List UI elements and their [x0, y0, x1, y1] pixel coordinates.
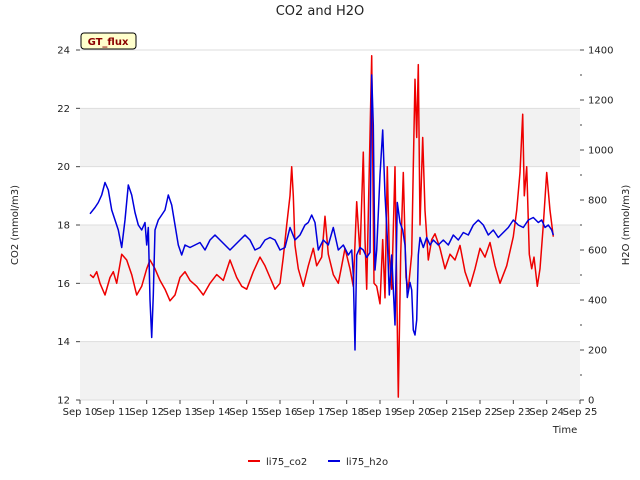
site-badge-label: GT_flux	[88, 37, 129, 48]
right-tick-label: 1200	[588, 96, 613, 107]
x-tick-label: Sep 25	[563, 407, 598, 418]
left-tick-label: 12	[57, 396, 70, 407]
site-badge-box	[80, 32, 137, 50]
right-tick-label: 1400	[588, 46, 613, 57]
series-line-li75_h2o	[89, 74, 555, 351]
legend-label-h2o: li75_h2o	[346, 457, 388, 468]
x-tick-label: Sep 10	[63, 407, 98, 418]
x-tick-label: Sep 17	[296, 407, 331, 418]
right-axis-label: H2O (mmol/m3)	[621, 185, 632, 266]
right-y-axis: 0 200 400 600 800 1000 1200 1400	[580, 46, 613, 407]
background-band	[80, 50, 580, 109]
x-tick-label: Sep 19	[363, 407, 398, 418]
chart-title: CO2 and H2O	[276, 4, 365, 19]
legend-label-co2: li75_co2	[266, 457, 307, 468]
left-tick-label: 24	[57, 46, 70, 57]
right-tick-label: 800	[588, 196, 607, 207]
x-tick-label: Sep 12	[129, 407, 164, 418]
gridlines	[80, 49, 580, 401]
series-line-li75_co2	[89, 55, 555, 398]
right-tick-label: 1000	[588, 146, 613, 157]
x-tick-label: Sep 20	[396, 407, 431, 418]
right-tick-label: 400	[588, 296, 607, 307]
background-band	[80, 108, 580, 167]
x-tick-label: Sep 23	[496, 407, 531, 418]
site-badge: GT_flux	[80, 32, 137, 50]
right-tick-label: 600	[588, 246, 607, 257]
left-tick-label: 22	[57, 104, 70, 115]
right-tick-label: 200	[588, 346, 607, 357]
x-tick-label: Sep 11	[96, 407, 131, 418]
left-tick-label: 20	[57, 162, 70, 173]
right-tick-label: 0	[588, 396, 594, 407]
x-tick-label: Sep 22	[463, 407, 498, 418]
background-band	[80, 283, 580, 342]
left-tick-label: 18	[57, 221, 70, 232]
x-axis-label: Time	[552, 425, 577, 436]
series-layer	[89, 55, 555, 398]
x-tick-label: Sep 15	[229, 407, 264, 418]
x-tick-label: Sep 24	[529, 407, 564, 418]
legend: li75_co2 li75_h2o	[248, 457, 388, 468]
x-tick-label: Sep 18	[329, 407, 364, 418]
left-axis-label: CO2 (mmol/m3)	[10, 185, 21, 265]
x-tick-label: Sep 21	[429, 407, 464, 418]
x-tick-label: Sep 16	[263, 407, 298, 418]
x-tick-label: Sep 13	[163, 407, 198, 418]
background-band	[80, 166, 580, 225]
background-band	[80, 341, 580, 400]
left-tick-label: 14	[57, 337, 70, 348]
background-bands	[80, 50, 580, 400]
x-tick-label: Sep 14	[196, 407, 231, 418]
left-tick-label: 16	[57, 279, 70, 290]
left-y-axis: 12 14 16 18 20 22 24	[57, 46, 80, 407]
